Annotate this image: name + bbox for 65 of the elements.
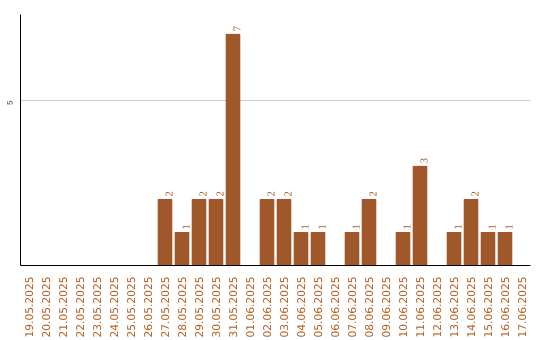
bar <box>362 198 376 266</box>
data-label: 2 <box>164 191 176 196</box>
x-tick-label: 12.06.2025 <box>431 276 444 338</box>
x-tick-label: 19.05.2025 <box>23 276 36 338</box>
bar <box>446 232 462 266</box>
x-tick-label: 15.06.2025 <box>482 276 495 338</box>
y-tick-label: 5 <box>6 100 14 105</box>
bar <box>498 232 512 266</box>
x-tick-label: 13.06.2025 <box>448 276 461 338</box>
bar <box>226 34 240 266</box>
bar <box>158 198 172 266</box>
data-label: 2 <box>266 191 278 196</box>
x-tick-label: 01.06.2025 <box>244 276 257 338</box>
data-label: 2 <box>470 191 482 196</box>
x-tick-label: 23.05.2025 <box>91 276 104 338</box>
x-tick-label: 30.05.2025 <box>210 276 223 338</box>
data-label: 1 <box>182 224 192 230</box>
x-tick-label: 07.06.2025 <box>346 276 359 338</box>
x-tick-label: 24.05.2025 <box>108 276 121 338</box>
x-tick-label: 27.05.2025 <box>159 276 172 338</box>
data-label: 1 <box>352 224 362 230</box>
x-tick-label: 11.06.2025 <box>414 276 427 338</box>
bar <box>480 232 496 266</box>
x-tick-label: 05.06.2025 <box>312 276 325 338</box>
bar <box>310 232 326 266</box>
x-tick-label: 21.05.2025 <box>57 276 70 338</box>
bar <box>192 198 206 266</box>
x-tick-label: 31.05.2025 <box>227 276 240 338</box>
bar <box>396 232 410 266</box>
data-label: 1 <box>504 224 516 230</box>
x-tick-label: 08.06.2025 <box>363 276 376 338</box>
data-label: 7 <box>232 25 244 32</box>
bar <box>294 232 308 266</box>
x-tick-label: 22.05.2025 <box>74 276 87 338</box>
bar <box>260 198 274 266</box>
x-tick-label: 10.06.2025 <box>397 276 410 338</box>
x-tick-label: 16.06.2025 <box>499 276 512 338</box>
x-tick-label: 20.05.2025 <box>40 276 53 338</box>
x-tick-label: 14.06.2025 <box>465 276 478 338</box>
x-tick-label: 09.06.2025 <box>380 276 393 338</box>
data-label: 1 <box>454 224 464 230</box>
data-label: 2 <box>368 191 380 196</box>
x-tick-label: 03.06.2025 <box>278 276 291 338</box>
data-label: 1 <box>488 224 498 230</box>
data-label: 3 <box>420 158 430 164</box>
bar <box>208 198 224 266</box>
x-tick-label: 29.05.2025 <box>193 276 206 338</box>
data-label: 1 <box>300 224 312 230</box>
bar <box>174 232 190 266</box>
data-label: 1 <box>318 224 328 230</box>
x-tick-label: 02.06.2025 <box>261 276 274 338</box>
data-label: 2 <box>198 191 210 196</box>
x-tick-label: 17.06.2025 <box>516 276 529 338</box>
x-tick-label: 25.05.2025 <box>125 276 138 338</box>
data-label: 2 <box>284 191 294 196</box>
data-label: 2 <box>216 191 226 196</box>
bar <box>412 166 428 266</box>
x-tick-label: 28.05.2025 <box>176 276 189 338</box>
data-label: 1 <box>402 224 414 230</box>
x-tick-label: 04.06.2025 <box>295 276 308 338</box>
x-tick-label: 26.05.2025 <box>142 276 155 338</box>
bar <box>344 232 360 266</box>
x-tick-label: 06.06.2025 <box>329 276 342 338</box>
bar <box>276 198 292 266</box>
bar <box>464 198 478 266</box>
